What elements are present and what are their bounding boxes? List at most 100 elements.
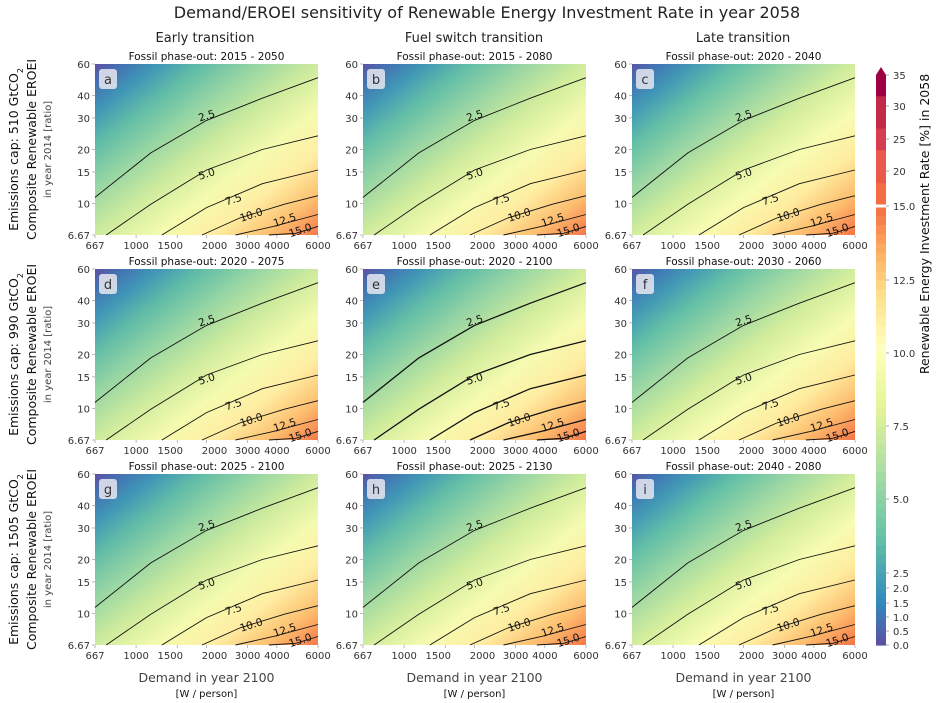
colorbar-segment — [876, 640, 886, 646]
row-label-0: Emissions cap: 510 GtCO2 Composite Renewa… — [6, 59, 54, 240]
contour-label: 7.5 — [761, 602, 781, 619]
colorbar-segment — [876, 149, 886, 161]
x-tick-label: 2000 — [202, 446, 227, 457]
contour-line-5.0 — [373, 135, 587, 236]
contour-line-12.5 — [235, 419, 319, 441]
x-tick-label: 2000 — [470, 651, 495, 662]
x-tick-label: 1500 — [426, 446, 451, 457]
colorbar-segment — [876, 578, 886, 584]
x-tick-label: 667 — [622, 446, 641, 457]
x-tick-label: 667 — [353, 446, 372, 457]
contour-line-15.0 — [805, 430, 856, 441]
colorbar-tick-label: 1.5 — [893, 599, 909, 610]
colorbar-segment — [876, 444, 886, 454]
panel-letter-badge — [367, 69, 385, 89]
x-axis-label: Demand in year 2100 — [138, 670, 274, 685]
contour-line-7.5 — [698, 169, 856, 236]
y-tick-label: 6.67 — [68, 231, 90, 242]
contour-field — [363, 269, 586, 440]
y-tick-label: 40 — [614, 92, 627, 103]
colorbar-segment — [876, 480, 886, 491]
contour-line-15.0 — [268, 430, 319, 441]
colorbar-segment — [876, 462, 886, 473]
contour-field — [95, 269, 318, 440]
contour-label: 2.5 — [734, 518, 754, 535]
colorbar-segment — [876, 489, 886, 500]
x-tick-label: 2000 — [470, 446, 495, 457]
x-tick-label: 1500 — [426, 241, 451, 252]
y-tick-label: 60 — [77, 60, 90, 71]
colorbar-segment — [876, 635, 886, 641]
x-tick-label: 3000 — [503, 446, 528, 457]
contour-line-10.0 — [201, 400, 319, 441]
y-axis-sublabel: in year 2014 [ratio] — [43, 101, 54, 198]
colorbar-segment — [876, 398, 886, 409]
contour-line-10.0 — [201, 605, 319, 646]
y-tick-label: 6.67 — [68, 436, 90, 447]
y-tick-label: 40 — [77, 502, 90, 513]
contour-label: 7.5 — [492, 602, 512, 619]
contour-label: 7.5 — [761, 397, 781, 414]
x-tick-label: 3000 — [235, 651, 260, 662]
x-tick-label: 6000 — [842, 651, 867, 662]
colorbar-tick-label: 30 — [893, 102, 906, 113]
contour-label: 7.5 — [224, 397, 244, 414]
colorbar-tick-label: 15.0 — [893, 202, 915, 213]
x-tick-label: 6000 — [573, 651, 598, 662]
colorbar-break — [875, 204, 887, 208]
y-tick-label: 20 — [614, 351, 627, 362]
colorbar-tick-label: 7.5 — [893, 422, 909, 433]
panel-letter-badge — [367, 274, 385, 294]
y-tick-label: 40 — [345, 502, 358, 513]
column-title-late: Late transition — [696, 31, 790, 46]
y-tick-label: 20 — [345, 351, 358, 362]
y-tick-label: 10 — [77, 199, 90, 210]
panel-a: Fossil phase-out: 2015 - 2050 2.5 5.0 7.5 10… — [68, 51, 331, 252]
x-tick-label: 4000 — [532, 651, 557, 662]
contour-line-7.5 — [429, 169, 587, 236]
contour-label: 7.5 — [492, 397, 512, 414]
x-tick-label: 1500 — [426, 651, 451, 662]
emissions-cap-label: Emissions cap: 990 GtCO2 — [6, 273, 25, 436]
y-tick-label: 60 — [345, 470, 358, 481]
colorbar-segment — [876, 171, 886, 184]
x-tick-label: 1500 — [158, 446, 183, 457]
y-tick-label: 10 — [77, 404, 90, 415]
y-tick-label: 60 — [77, 470, 90, 481]
panel-letter-badge — [636, 69, 654, 89]
figure-title: Demand/EROEI sensitivity of Renewable En… — [174, 3, 800, 22]
contour-line-10.0 — [469, 195, 587, 236]
y-tick-label: 10 — [345, 404, 358, 415]
contour-line-7.5 — [161, 169, 319, 236]
panel-f: Fossil phase-out: 2030 - 2060 2.5 5.0 7.5 10… — [605, 256, 868, 457]
contour-line-2.5 — [631, 282, 856, 403]
colorbar-segment — [876, 325, 886, 336]
colorbar-segment — [876, 453, 886, 464]
colorbar-segment — [876, 362, 886, 372]
colorbar-segment — [876, 316, 886, 327]
colorbar-segment — [876, 289, 886, 299]
y-tick-label: 30 — [614, 524, 627, 535]
contour-field — [632, 269, 855, 440]
panel-title: Fossil phase-out: 2025 - 2130 — [397, 461, 553, 473]
colorbar-segment — [876, 215, 886, 226]
y-tick-label: 30 — [345, 114, 358, 125]
x-tick-label: 6000 — [305, 241, 330, 252]
colorbar-segment — [876, 233, 886, 244]
colorbar-segment — [876, 243, 886, 253]
x-tick-label: 2000 — [739, 241, 764, 252]
colorbar-segment — [876, 607, 886, 613]
contour-line-12.5 — [772, 419, 856, 441]
x-tick-label: 667 — [85, 446, 104, 457]
x-tick-label: 2000 — [739, 446, 764, 457]
colorbar-segment — [876, 95, 886, 107]
x-tick-label: 6000 — [842, 446, 867, 457]
colorbar-segment — [876, 416, 886, 427]
row-labels: Emissions cap: 510 GtCO2 Composite Renewa… — [6, 59, 54, 650]
colorbar-segment — [876, 626, 886, 632]
contour-line-7.5 — [429, 374, 587, 441]
colorbar-segment — [876, 499, 886, 509]
panel-title: Fossil phase-out: 2025 - 2100 — [129, 461, 285, 473]
colorbar-segment — [876, 343, 886, 354]
